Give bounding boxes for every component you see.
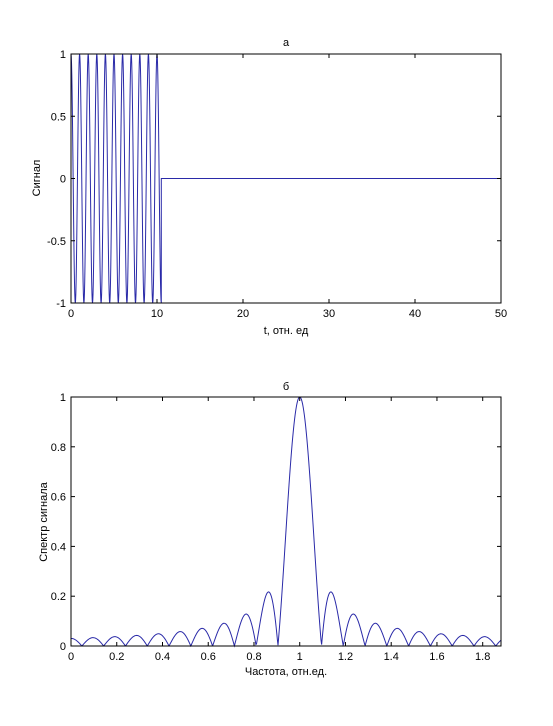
plot-a-ylabel: Сигнал: [31, 160, 43, 197]
plot-b-xlabel: Частота, отн.ед.: [245, 666, 327, 678]
plot-b-ticks: 0 0.2 0.4 0.6 0.8 1 1.2 1.4 1.6 1.8 0 0.2 0.4 0.6 0.8 1: [51, 392, 501, 663]
plot-a-ytick-label: 1: [60, 49, 66, 61]
plot-b-xtick-label: 0.6: [201, 651, 216, 663]
plot-b-title: б: [283, 381, 289, 393]
plot-a-ytick-label: 0.5: [51, 111, 66, 123]
plot-b-series-line-0: [70, 396, 502, 648]
plot-b-axes-box: [70, 396, 502, 647]
plot-b-xtick-label: 1.4: [384, 651, 399, 663]
plot-b-xtick-label: 1.2: [338, 651, 353, 663]
plot-b-ylabel: Спектр сигнала: [38, 481, 50, 561]
plot-b-xtick-label: 0.8: [246, 651, 261, 663]
plot-a-ytick-label: -1: [56, 298, 66, 310]
plot-b-series-layer: [70, 396, 502, 648]
spectrum-plot: б 0 0.2 0.4 0.6 0.8 1 1.2 1.4 1.6 1.8 0 0.2 0.4 0.6 0.…: [38, 381, 502, 678]
plot-b-xtick-label: 0: [68, 651, 74, 663]
plot-b-ytick-label: 0.6: [51, 492, 66, 504]
plot-a-xtick-label: 40: [409, 308, 421, 320]
plot-a-xtick-label: 20: [237, 308, 249, 320]
plot-b-ytick-label: 1: [60, 392, 66, 404]
plot-a-xtick-label: 10: [151, 308, 163, 320]
plot-b-xtick-label: 1: [297, 651, 303, 663]
plot-b-xtick-label: 0.4: [155, 651, 170, 663]
plot-a-xtick-label: 50: [495, 308, 507, 320]
plot-b-xtick-label: 1.6: [429, 651, 444, 663]
plot-b-xtick-label: 0.2: [109, 651, 124, 663]
plot-a-title: а: [283, 37, 290, 49]
signal-plot: а 0 10 20 30 40 50 -1 -0.5 0 0.5 1 t, отн. ед Сигн…: [31, 37, 507, 337]
plot-b-ytick-label: 0.4: [51, 541, 66, 553]
plot-a-series-line-0: [70, 53, 501, 304]
plot-b-ytick-label: 0: [60, 641, 66, 653]
plot-b-xtick-label: 1.8: [475, 651, 490, 663]
plot-a-ytick-label: 0: [60, 174, 66, 186]
plot-a-xtick-label: 0: [68, 308, 74, 320]
plot-a-ticks: 0 10 20 30 40 50 -1 -0.5 0 0.5 1: [47, 49, 507, 320]
plot-a-xtick-label: 30: [323, 308, 335, 320]
plot-a-xlabel: t, отн. ед: [264, 325, 309, 337]
plot-a-ytick-label: -0.5: [47, 236, 66, 248]
plot-b-ytick-label: 0.8: [51, 442, 66, 454]
plot-b-ytick-label: 0.2: [51, 591, 66, 603]
plot-a-series-layer: [70, 53, 501, 304]
